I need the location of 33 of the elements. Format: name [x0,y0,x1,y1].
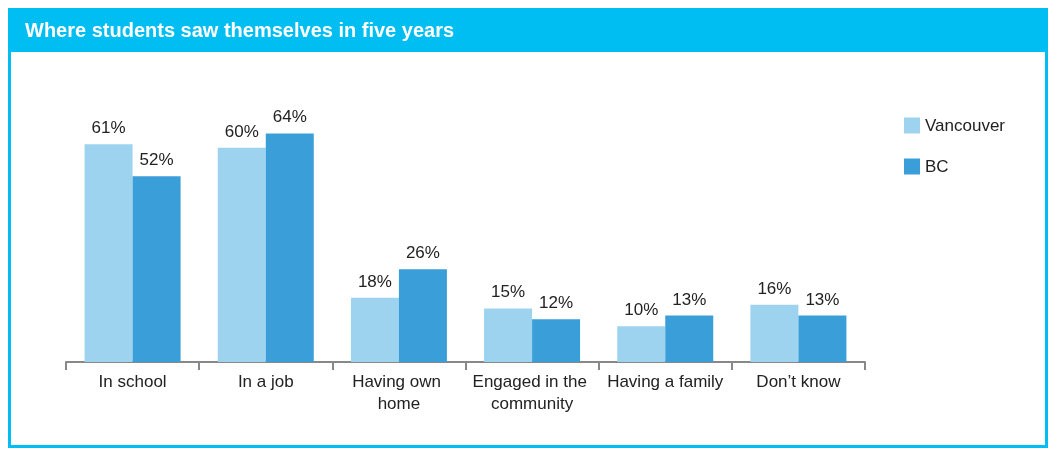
data-label: 10% [624,300,659,320]
x-tick-label: In school [98,371,167,391]
data-label: 12% [539,293,574,313]
bar [350,297,399,362]
x-tick-label: Having a family [607,371,724,391]
bar [617,326,666,362]
data-label: 52% [139,150,174,170]
legend-label: Vancouver [924,116,1006,135]
data-label: 13% [805,289,840,309]
data-label: 13% [672,289,707,309]
x-tick-label: Don’t know [756,371,842,391]
bar [84,144,133,362]
data-label: 16% [757,278,792,298]
chart-title: Where students saw themselves in five years [11,8,1045,52]
data-label: 61% [91,118,126,138]
bar [265,133,314,362]
bar [217,147,266,362]
bar [798,315,847,362]
legend-label: BC [924,157,949,176]
bar [750,304,799,362]
data-label: 15% [491,282,526,302]
data-label: 26% [405,243,440,263]
x-tick-label: Engaged in the community [472,371,592,413]
x-tick-label: In a job [237,371,294,391]
bar [665,315,714,362]
data-label: 18% [357,271,392,291]
x-tick-label: Having own home [352,371,446,413]
bar [398,269,447,362]
data-label: 64% [272,107,307,127]
bar [532,319,581,362]
bar [132,176,181,362]
data-label: 60% [224,121,259,141]
bar [484,308,533,362]
